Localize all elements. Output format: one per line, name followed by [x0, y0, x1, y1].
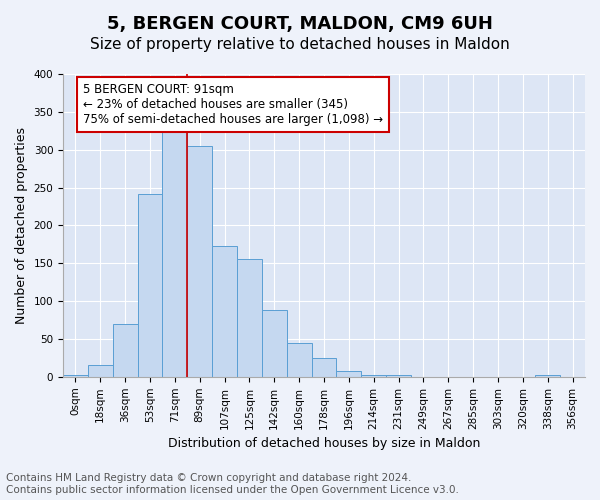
Bar: [311, 358, 337, 377]
Text: Size of property relative to detached houses in Maldon: Size of property relative to detached ho…: [90, 38, 510, 52]
Bar: [88, 366, 113, 377]
Bar: [137, 194, 163, 377]
Bar: [535, 374, 560, 377]
Bar: [386, 374, 411, 377]
Bar: [337, 371, 361, 377]
Bar: [361, 374, 386, 377]
Bar: [63, 374, 88, 377]
X-axis label: Distribution of detached houses by size in Maldon: Distribution of detached houses by size …: [168, 437, 480, 450]
Bar: [212, 246, 237, 377]
Bar: [287, 343, 311, 377]
Text: 5 BERGEN COURT: 91sqm
← 23% of detached houses are smaller (345)
75% of semi-det: 5 BERGEN COURT: 91sqm ← 23% of detached …: [83, 83, 383, 126]
Bar: [262, 310, 287, 377]
Bar: [237, 260, 262, 377]
Bar: [163, 123, 187, 377]
Text: 5, BERGEN COURT, MALDON, CM9 6UH: 5, BERGEN COURT, MALDON, CM9 6UH: [107, 15, 493, 33]
Text: Contains HM Land Registry data © Crown copyright and database right 2024.
Contai: Contains HM Land Registry data © Crown c…: [6, 474, 459, 495]
Bar: [187, 146, 212, 377]
Y-axis label: Number of detached properties: Number of detached properties: [15, 127, 28, 324]
Bar: [113, 324, 137, 377]
